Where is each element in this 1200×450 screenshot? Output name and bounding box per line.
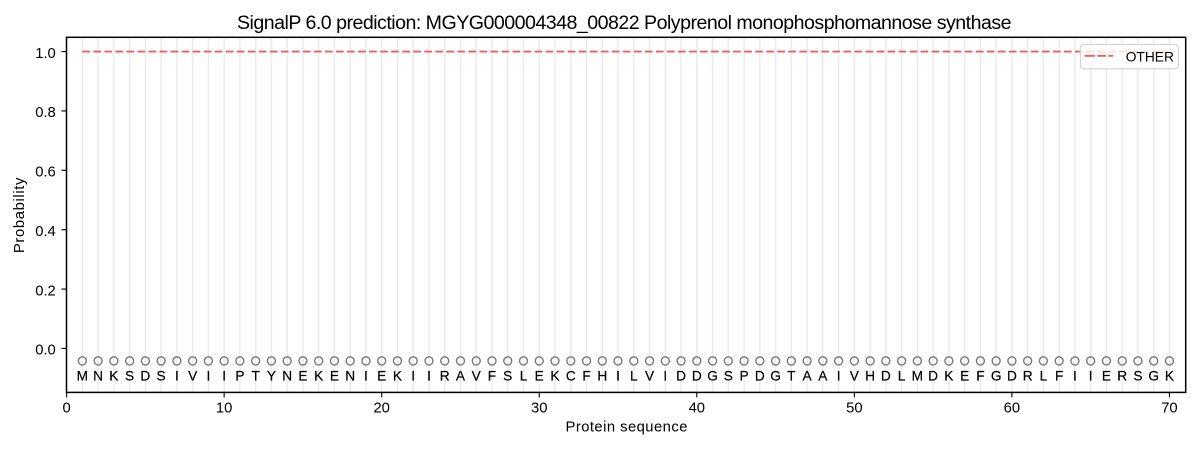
svg-text:N: N xyxy=(93,369,103,384)
svg-text:E: E xyxy=(298,369,307,384)
svg-text:OTHER: OTHER xyxy=(1126,49,1174,64)
svg-text:C: C xyxy=(566,369,576,384)
svg-text:E: E xyxy=(535,369,544,384)
svg-text:I: I xyxy=(427,369,431,384)
svg-text:S: S xyxy=(157,369,166,384)
svg-text:I: I xyxy=(222,369,226,384)
svg-text:G: G xyxy=(991,369,1002,384)
svg-text:1.0: 1.0 xyxy=(35,46,56,62)
svg-text:0.6: 0.6 xyxy=(35,165,56,181)
svg-text:Probability: Probability xyxy=(12,177,28,253)
svg-text:A: A xyxy=(818,369,828,384)
svg-text:E: E xyxy=(1102,369,1111,384)
svg-text:R: R xyxy=(1023,369,1033,384)
svg-text:50: 50 xyxy=(846,400,862,416)
svg-text:0.2: 0.2 xyxy=(35,283,56,299)
svg-text:0.8: 0.8 xyxy=(35,105,56,121)
svg-text:L: L xyxy=(630,369,638,384)
svg-text:K: K xyxy=(944,369,953,384)
svg-text:R: R xyxy=(1117,369,1127,384)
svg-text:E: E xyxy=(960,369,969,384)
svg-text:G: G xyxy=(707,369,718,384)
svg-text:L: L xyxy=(898,369,906,384)
svg-text:P: P xyxy=(739,369,748,384)
svg-text:K: K xyxy=(1165,369,1174,384)
svg-text:A: A xyxy=(803,369,813,384)
svg-text:G: G xyxy=(1148,369,1159,384)
svg-text:H: H xyxy=(597,369,607,384)
svg-text:D: D xyxy=(928,369,938,384)
svg-text:A: A xyxy=(456,369,466,384)
svg-text:60: 60 xyxy=(1004,400,1020,416)
svg-text:L: L xyxy=(1040,369,1048,384)
svg-text:V: V xyxy=(645,369,655,384)
svg-text:40: 40 xyxy=(689,400,705,416)
svg-text:N: N xyxy=(345,369,355,384)
svg-text:D: D xyxy=(755,369,765,384)
svg-text:I: I xyxy=(1073,369,1077,384)
svg-text:E: E xyxy=(377,369,386,384)
svg-text:H: H xyxy=(865,369,875,384)
svg-text:I: I xyxy=(364,369,368,384)
svg-text:E: E xyxy=(330,369,339,384)
svg-text:G: G xyxy=(770,369,781,384)
svg-text:V: V xyxy=(850,369,860,384)
svg-text:30: 30 xyxy=(531,400,547,416)
svg-text:D: D xyxy=(881,369,891,384)
svg-text:S: S xyxy=(724,369,733,384)
svg-text:10: 10 xyxy=(216,400,232,416)
svg-text:K: K xyxy=(109,369,118,384)
svg-text:M: M xyxy=(912,369,923,384)
svg-text:R: R xyxy=(440,369,450,384)
svg-text:D: D xyxy=(1007,369,1017,384)
svg-text:D: D xyxy=(692,369,702,384)
svg-text:F: F xyxy=(976,369,984,384)
svg-text:Y: Y xyxy=(267,369,276,384)
svg-text:I: I xyxy=(411,369,415,384)
svg-text:N: N xyxy=(282,369,292,384)
svg-text:M: M xyxy=(77,369,88,384)
svg-text:0.0: 0.0 xyxy=(35,343,56,359)
svg-text:I: I xyxy=(663,369,667,384)
svg-text:I: I xyxy=(175,369,179,384)
svg-text:I: I xyxy=(1089,369,1093,384)
svg-text:20: 20 xyxy=(373,400,389,416)
svg-text:F: F xyxy=(582,369,590,384)
svg-text:K: K xyxy=(314,369,323,384)
svg-text:I: I xyxy=(616,369,620,384)
svg-text:K: K xyxy=(550,369,559,384)
svg-text:V: V xyxy=(188,369,198,384)
svg-text:T: T xyxy=(787,369,796,384)
svg-text:T: T xyxy=(251,369,260,384)
svg-text:I: I xyxy=(837,369,841,384)
svg-text:0.4: 0.4 xyxy=(35,224,56,240)
svg-text:F: F xyxy=(488,369,496,384)
svg-text:V: V xyxy=(472,369,482,384)
svg-text:D: D xyxy=(676,369,686,384)
svg-text:L: L xyxy=(520,369,528,384)
svg-text:S: S xyxy=(125,369,134,384)
svg-text:S: S xyxy=(503,369,512,384)
svg-text:F: F xyxy=(1055,369,1063,384)
svg-text:0: 0 xyxy=(62,400,70,416)
svg-text:D: D xyxy=(140,369,150,384)
svg-text:K: K xyxy=(393,369,402,384)
svg-text:P: P xyxy=(235,369,244,384)
svg-text:SignalP 6.0 prediction: MGYG00: SignalP 6.0 prediction: MGYG000004348_00… xyxy=(237,12,1012,34)
svg-text:S: S xyxy=(1133,369,1142,384)
svg-text:Protein sequence: Protein sequence xyxy=(566,419,688,435)
svg-text:70: 70 xyxy=(1161,400,1177,416)
svg-text:I: I xyxy=(206,369,210,384)
